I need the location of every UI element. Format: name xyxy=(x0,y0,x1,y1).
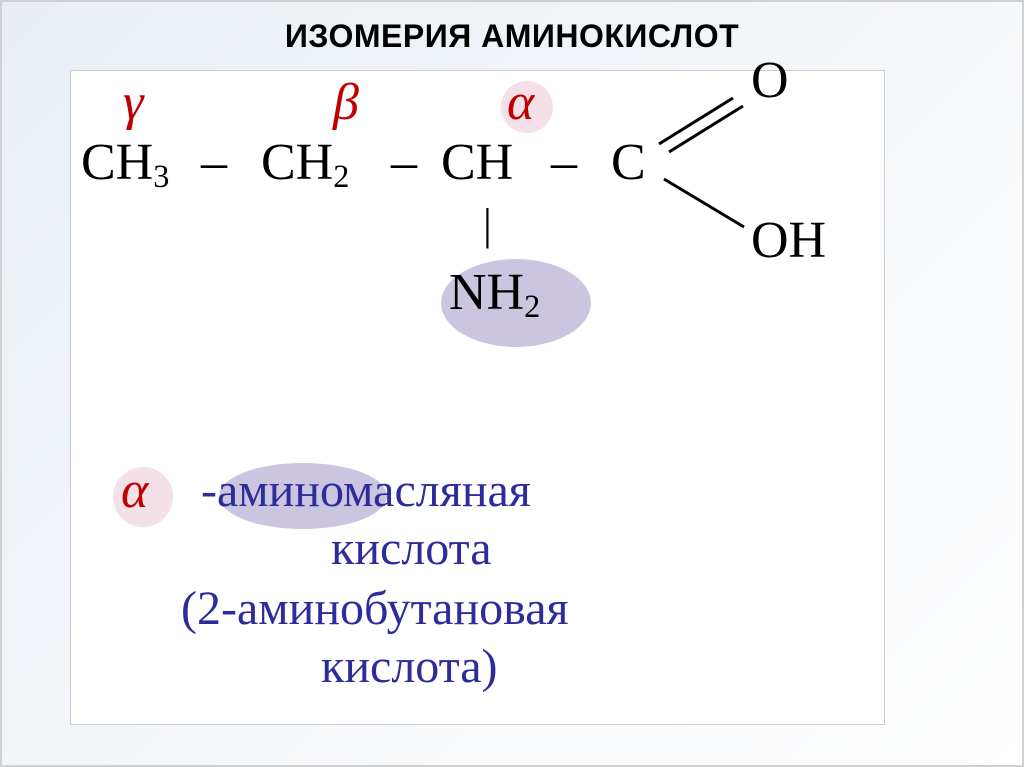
caption-line4: кислота) xyxy=(321,639,497,694)
ch3-sub: 3 xyxy=(153,158,169,194)
content-panel: γ β α CH3 – CH2 – CH – C O OH | NH2 α -а… xyxy=(70,70,885,725)
ch2-sub: 2 xyxy=(333,158,349,194)
page-title: ИЗОМЕРИЯ АМИНОКИСЛОТ xyxy=(0,18,1024,55)
caption-line3: (2-аминобутановая xyxy=(181,581,569,636)
alpha-label: α xyxy=(507,73,534,132)
bond-3: – xyxy=(551,133,577,192)
nh-sub: 2 xyxy=(524,288,540,324)
caption-line2: кислота xyxy=(331,521,492,576)
bond-1: – xyxy=(201,133,227,192)
bond-2: – xyxy=(391,133,417,192)
beta-label: β xyxy=(333,73,359,132)
nh-text: NH xyxy=(449,264,524,321)
caption-line1: -аминомасляная xyxy=(201,463,531,518)
oh-group: OH xyxy=(751,211,826,270)
o-atom: O xyxy=(751,51,789,110)
ch2-text: CH xyxy=(261,134,333,191)
ch-group: CH xyxy=(441,133,513,192)
ch3-group: CH3 xyxy=(81,133,169,195)
ch2-group: CH2 xyxy=(261,133,349,195)
gamma-label: γ xyxy=(123,73,144,132)
bond-vertical: | xyxy=(483,199,492,250)
alpha-caption-symbol: α xyxy=(121,461,148,520)
c-group: C xyxy=(611,133,646,192)
nh2-group: NH2 xyxy=(449,263,540,325)
ch3-text: CH xyxy=(81,134,153,191)
